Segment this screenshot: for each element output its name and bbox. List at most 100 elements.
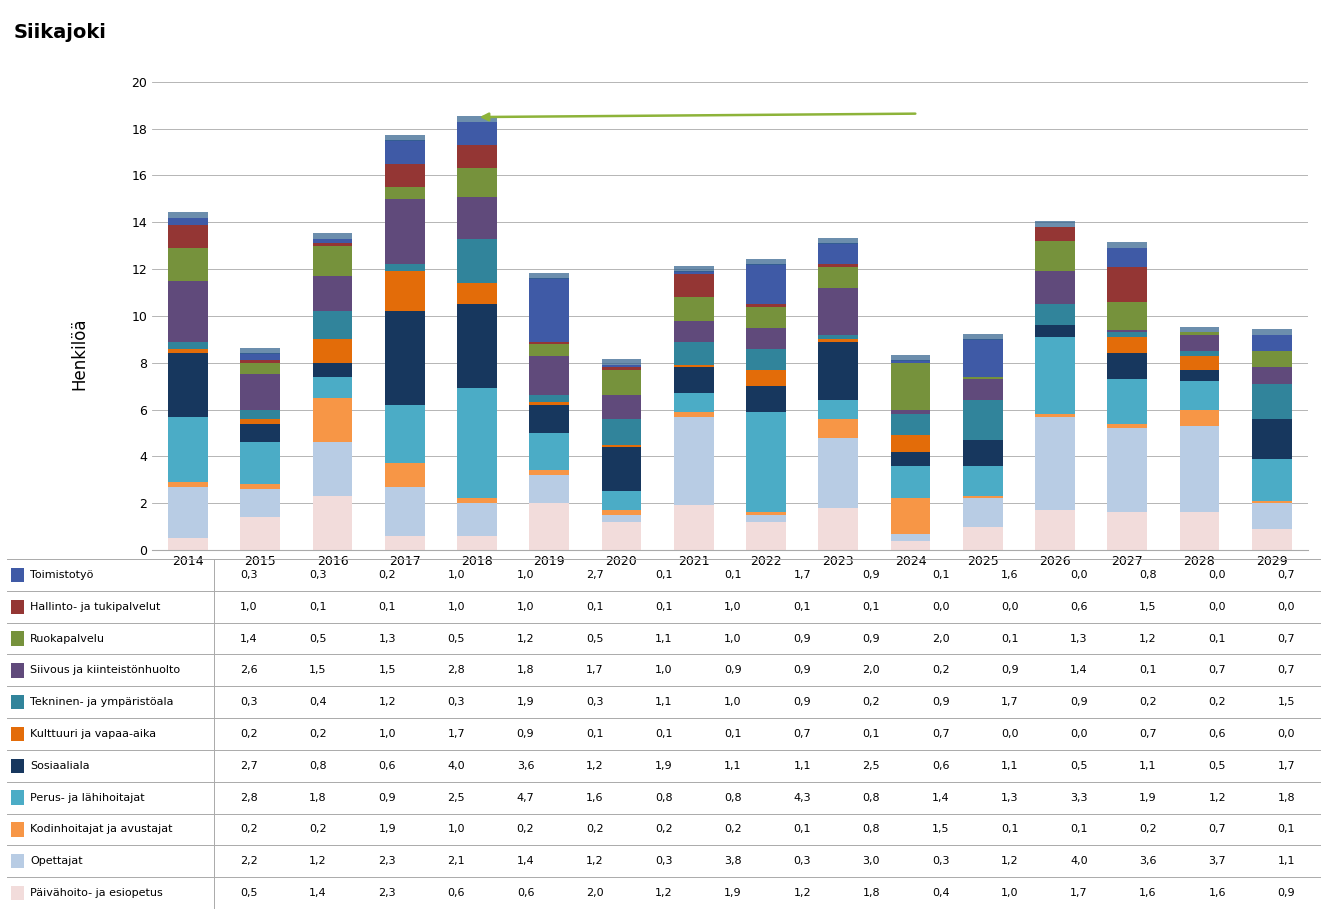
Bar <box>1036 510 1075 550</box>
Text: 0,2: 0,2 <box>655 824 672 834</box>
Text: 0,5: 0,5 <box>1209 761 1226 771</box>
Text: 1,5: 1,5 <box>378 665 396 675</box>
Text: 0,2: 0,2 <box>1209 697 1226 707</box>
Bar <box>530 273 569 279</box>
Bar <box>457 536 497 550</box>
Bar <box>313 311 353 339</box>
Text: 2,0: 2,0 <box>587 888 604 898</box>
Bar <box>530 344 569 355</box>
Text: 0,6: 0,6 <box>517 888 534 898</box>
Bar <box>1180 370 1219 382</box>
Bar <box>1180 335 1219 351</box>
Bar <box>384 311 424 405</box>
Bar <box>168 538 207 550</box>
Bar <box>818 339 859 342</box>
Text: 3,6: 3,6 <box>1139 856 1157 866</box>
Bar <box>818 342 859 400</box>
Bar <box>746 522 786 550</box>
Text: 0,2: 0,2 <box>931 665 950 675</box>
Y-axis label: Henkilöä: Henkilöä <box>70 317 89 390</box>
Bar <box>674 272 713 274</box>
Bar <box>1107 337 1147 354</box>
Bar <box>384 187 424 199</box>
Bar <box>457 504 497 536</box>
Bar <box>11 727 24 741</box>
Text: 1,6: 1,6 <box>1209 888 1226 898</box>
Text: 0,0: 0,0 <box>1277 602 1295 612</box>
Bar <box>674 274 713 297</box>
Bar <box>601 445 642 447</box>
Bar <box>1036 305 1075 325</box>
Bar <box>1036 415 1075 416</box>
Bar <box>11 600 24 614</box>
Text: 0,1: 0,1 <box>863 602 880 612</box>
Bar <box>890 360 930 363</box>
Text: 0,1: 0,1 <box>655 570 672 580</box>
Bar <box>963 379 1003 400</box>
Text: 1,5: 1,5 <box>309 665 326 675</box>
Bar <box>674 412 713 416</box>
Bar <box>11 695 24 709</box>
Text: 1,2: 1,2 <box>1001 856 1018 866</box>
Text: 0,1: 0,1 <box>587 602 604 612</box>
Bar <box>384 199 424 265</box>
Bar <box>240 484 280 489</box>
Bar <box>240 419 280 424</box>
Bar <box>1180 351 1219 355</box>
Text: 1,4: 1,4 <box>931 793 950 803</box>
Text: 1,0: 1,0 <box>655 665 672 675</box>
Text: 1,8: 1,8 <box>517 665 535 675</box>
Bar <box>818 419 859 437</box>
Text: 0,2: 0,2 <box>724 824 742 834</box>
Text: 0,9: 0,9 <box>517 729 535 739</box>
Bar <box>384 272 424 311</box>
Bar <box>168 349 207 354</box>
Text: 1,6: 1,6 <box>587 793 604 803</box>
Bar <box>168 281 207 342</box>
Bar <box>601 359 642 365</box>
Bar <box>313 233 353 239</box>
Text: 0,1: 0,1 <box>794 824 811 834</box>
Bar <box>890 435 930 452</box>
Text: Opettajat: Opettajat <box>30 856 83 866</box>
Text: 0,6: 0,6 <box>1209 729 1226 739</box>
Bar <box>384 464 424 486</box>
Text: 1,0: 1,0 <box>1001 888 1018 898</box>
Bar <box>674 342 713 365</box>
Bar <box>674 265 713 272</box>
Text: 0,1: 0,1 <box>309 602 326 612</box>
Text: 0,9: 0,9 <box>1277 888 1295 898</box>
Bar <box>1107 243 1147 248</box>
Text: 0,6: 0,6 <box>1070 602 1087 612</box>
Bar <box>457 145 497 168</box>
Text: 0,1: 0,1 <box>1001 824 1018 834</box>
Bar <box>11 854 24 868</box>
Text: 0,2: 0,2 <box>863 697 880 707</box>
Bar <box>240 354 280 360</box>
Bar <box>240 424 280 443</box>
Bar <box>963 400 1003 440</box>
Text: 0,5: 0,5 <box>240 888 258 898</box>
Bar <box>457 283 497 305</box>
Text: 1,2: 1,2 <box>655 888 672 898</box>
Text: 1,4: 1,4 <box>240 634 258 644</box>
Text: 3,0: 3,0 <box>863 856 880 866</box>
Bar <box>313 398 353 443</box>
Text: 1,2: 1,2 <box>1209 793 1226 803</box>
Text: 0,3: 0,3 <box>240 697 258 707</box>
Bar <box>168 248 207 281</box>
Text: 0,0: 0,0 <box>1209 602 1226 612</box>
Text: 0,8: 0,8 <box>309 761 326 771</box>
Bar <box>963 465 1003 496</box>
Text: 0,3: 0,3 <box>448 697 465 707</box>
Text: 1,0: 1,0 <box>724 697 742 707</box>
Bar <box>457 122 497 145</box>
Bar <box>818 237 859 244</box>
Bar <box>11 791 24 804</box>
Text: 2,8: 2,8 <box>240 793 258 803</box>
Bar <box>168 225 207 248</box>
Bar <box>313 339 353 363</box>
Text: 1,7: 1,7 <box>587 665 604 675</box>
Text: 0,6: 0,6 <box>448 888 465 898</box>
Text: 4,0: 4,0 <box>448 761 465 771</box>
